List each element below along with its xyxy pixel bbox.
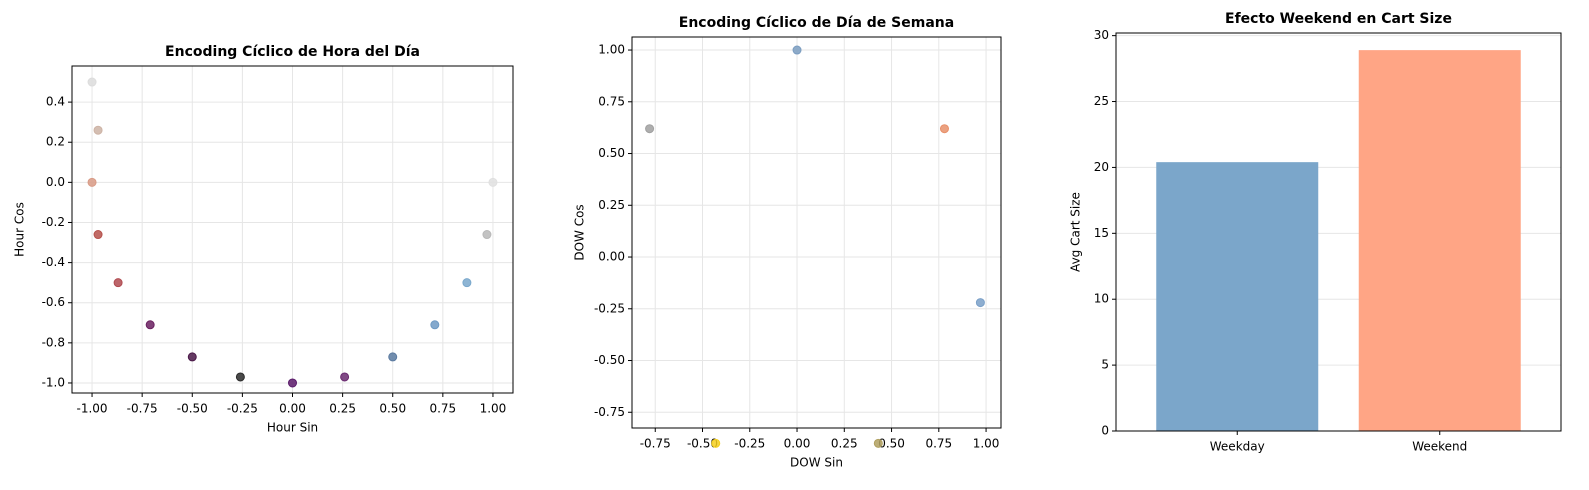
- point: [340, 372, 350, 382]
- axes-frame: [1115, 32, 1562, 432]
- y-axis-label: Hour Cos: [13, 202, 27, 257]
- axes-frame: [71, 65, 514, 394]
- x-tick-label: Weekend: [1412, 440, 1467, 454]
- x-tick-label: -1.00: [77, 402, 108, 416]
- point: [482, 230, 492, 240]
- y-tick-label: 20: [1094, 160, 1109, 174]
- x-tick-label: -0.75: [640, 437, 671, 451]
- x-tick-label: -0.75: [127, 402, 158, 416]
- chart-title: Encoding Cíclico de Día de Semana: [679, 15, 954, 31]
- point: [87, 77, 97, 87]
- x-tick-label: 1.00: [480, 402, 507, 416]
- point: [235, 372, 245, 382]
- chart-title: Encoding Cíclico de Hora del Día: [165, 44, 420, 60]
- x-tick-label: 0.50: [379, 402, 406, 416]
- x-axis-label: Hour Sin: [267, 421, 318, 435]
- y-tick-label: 0.25: [598, 198, 625, 212]
- y-tick-label: 15: [1094, 226, 1109, 240]
- y-tick-label: 0: [1101, 424, 1109, 438]
- x-tick-label: -0.50: [177, 402, 208, 416]
- bar: [1358, 50, 1521, 432]
- x-tick-label: -0.50: [687, 437, 718, 451]
- x-axis-label: DOW Sin: [790, 456, 843, 470]
- x-tick-label: 0.00: [279, 402, 306, 416]
- point: [388, 352, 398, 362]
- point: [187, 352, 197, 362]
- point: [975, 298, 985, 308]
- x-tick-label: 0.75: [925, 437, 952, 451]
- y-tick-label: -0.4: [42, 255, 65, 269]
- y-tick-label: -0.8: [42, 335, 65, 349]
- y-tick-label: -0.6: [42, 295, 65, 309]
- point: [93, 125, 103, 135]
- y-axis-label: DOW Cos: [573, 204, 587, 260]
- point: [645, 124, 655, 134]
- point: [711, 438, 721, 448]
- point: [145, 320, 155, 330]
- point: [873, 438, 883, 448]
- y-tick-label: -0.2: [42, 215, 65, 229]
- y-tick-label: 0.4: [46, 95, 65, 109]
- point: [939, 124, 949, 134]
- y-tick-label: 0.00: [598, 250, 625, 264]
- y-tick-label: -0.25: [594, 301, 625, 315]
- axes-frame: [631, 36, 1002, 429]
- x-tick-label: 0.75: [429, 402, 456, 416]
- y-tick-label: -0.75: [594, 405, 625, 419]
- y-axis-label: Avg Cart Size: [1069, 192, 1083, 272]
- y-tick-label: 10: [1094, 292, 1109, 306]
- x-tick-label: -0.25: [734, 437, 765, 451]
- point: [488, 177, 498, 187]
- y-tick-label: 0.50: [598, 146, 625, 160]
- point: [93, 230, 103, 240]
- y-tick-label: 0.0: [46, 175, 65, 189]
- x-tick-label: -0.25: [227, 402, 258, 416]
- point: [792, 45, 802, 55]
- x-tick-label: 0.25: [831, 437, 858, 451]
- x-tick-label: Weekday: [1210, 440, 1265, 454]
- y-tick-label: 25: [1094, 94, 1109, 108]
- bar: [1156, 162, 1319, 431]
- x-tick-label: 0.50: [878, 437, 905, 451]
- x-tick-label: 0.25: [329, 402, 356, 416]
- y-tick-label: -1.0: [42, 375, 65, 389]
- y-tick-label: 0.2: [46, 135, 65, 149]
- x-tick-label: 0.00: [784, 437, 811, 451]
- y-tick-label: -0.50: [594, 353, 625, 367]
- point: [113, 278, 123, 288]
- y-tick-label: 0.75: [598, 94, 625, 108]
- x-tick-label: 1.00: [973, 437, 1000, 451]
- y-tick-label: 1.00: [598, 43, 625, 57]
- point: [462, 278, 472, 288]
- point: [288, 378, 297, 388]
- y-tick-label: 30: [1094, 28, 1109, 42]
- point: [430, 320, 440, 330]
- chart-title: Efecto Weekend en Cart Size: [1225, 11, 1452, 27]
- point: [87, 177, 97, 187]
- y-tick-label: 5: [1101, 358, 1109, 372]
